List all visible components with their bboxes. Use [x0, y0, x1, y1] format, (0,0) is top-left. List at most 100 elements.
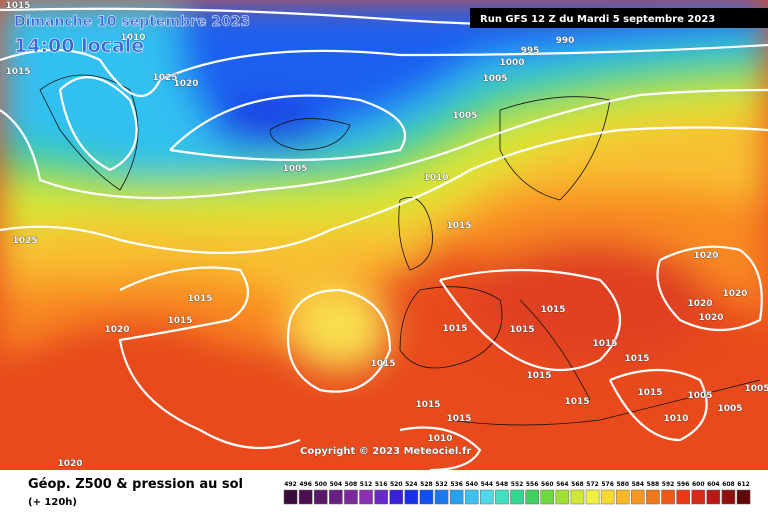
scale-label: 496 — [299, 481, 312, 488]
map-time: 14:00 locale — [14, 35, 144, 57]
isobar-label: 1005 — [452, 111, 477, 121]
scale-label: 548 — [496, 481, 509, 488]
scale-swatch — [676, 489, 690, 505]
copyright: Copyright © 2023 Meteociel.fr — [300, 446, 471, 457]
scale-swatch — [298, 489, 313, 505]
scale-label: 516 — [375, 481, 388, 488]
scale-label: 512 — [360, 481, 373, 488]
scale-label: 576 — [601, 481, 614, 488]
isobar-label: 1005 — [482, 74, 507, 84]
scale-swatch — [540, 489, 555, 505]
scale-label: 504 — [330, 481, 343, 488]
isobar-label: 1010 — [120, 33, 145, 43]
isobar-label: 1020 — [693, 251, 718, 261]
scale-label: 568 — [571, 481, 584, 488]
scale-label: 492 — [284, 481, 297, 488]
isobar-label: 1015 — [637, 388, 662, 398]
scale-label: 500 — [314, 481, 327, 488]
isobar-label: 1005 — [282, 164, 307, 174]
coastlines — [39, 74, 761, 426]
scale-label: 524 — [405, 481, 418, 488]
isobar-label: 1015 — [540, 305, 565, 315]
legend-subtitle: (+ 120h) — [28, 497, 77, 508]
scale-label: 544 — [481, 481, 494, 488]
scale-swatch — [495, 489, 509, 505]
scale-label: 580 — [616, 481, 629, 488]
scale-swatch — [631, 489, 645, 505]
scale-label: 600 — [692, 481, 705, 488]
scale-label: 520 — [390, 481, 403, 488]
isobar-label: 1015 — [442, 324, 467, 334]
scale-swatch — [736, 489, 751, 505]
scale-label: 532 — [435, 481, 448, 488]
scale-swatch — [404, 489, 419, 505]
isobar-label: 1015 — [446, 221, 471, 231]
isobar-labels: 1015101010251020101599599010001005100510… — [5, 1, 768, 470]
isobar-label: 1015 — [564, 397, 589, 407]
scale-swatch — [329, 489, 343, 505]
color-scale: 492 496 500 504 508 512 516 520 524 528 532 536 540 5… — [283, 481, 751, 505]
run-bar — [470, 8, 768, 28]
scale-swatch — [449, 489, 464, 505]
scale-swatch — [434, 489, 449, 505]
scale-swatch — [464, 489, 479, 505]
scale-swatch — [419, 489, 434, 505]
isobar-label: 1005 — [687, 391, 712, 401]
isobar-label: 1015 — [167, 316, 192, 326]
scale-swatch — [600, 489, 615, 505]
run-info: Run GFS 12 Z du Mardi 5 septembre 2023 — [480, 14, 715, 25]
scale-swatch — [374, 489, 388, 505]
isobar-label: 1015 — [370, 359, 395, 369]
isobar-label: 1020 — [698, 313, 723, 323]
isobar-label: 1010 — [427, 434, 452, 444]
scale-label: 592 — [662, 481, 675, 488]
scale-swatch — [555, 489, 570, 505]
scale-label: 572 — [586, 481, 599, 488]
scale-label: 536 — [450, 481, 463, 488]
scale-swatch — [313, 489, 328, 505]
scale-swatch — [283, 489, 298, 505]
scale-label: 584 — [632, 481, 645, 488]
isobar-label: 1015 — [5, 1, 30, 11]
scale-label: 556 — [526, 481, 539, 488]
isobar-label: 995 — [521, 46, 540, 56]
isobar-label: 1020 — [687, 299, 712, 309]
scale-swatch — [510, 489, 524, 505]
isobar-label: 1015 — [624, 354, 649, 364]
scale-swatch — [389, 489, 404, 505]
scale-swatch — [706, 489, 721, 505]
isobar-label: 1015 — [446, 414, 471, 424]
scale-swatch — [585, 489, 600, 505]
scale-swatch — [525, 489, 539, 505]
isobar-label: 1000 — [499, 58, 524, 68]
isobar-label: 1010 — [423, 173, 448, 183]
scale-label: 612 — [737, 481, 750, 488]
isobar-label: 1015 — [187, 294, 212, 304]
isobar-label: 1020 — [173, 79, 198, 89]
isobar-label: 1010 — [663, 414, 688, 424]
scale-label: 564 — [556, 481, 569, 488]
isobar-label: 1025 — [152, 73, 177, 83]
isobar-label: 1015 — [526, 371, 551, 381]
scale-swatch — [615, 489, 630, 505]
map-field — [0, 0, 768, 470]
scale-label: 528 — [420, 481, 433, 488]
scale-label: 604 — [707, 481, 720, 488]
scale-label: 560 — [541, 481, 554, 488]
isobar-label: 1020 — [57, 459, 82, 469]
scale-label: 508 — [345, 481, 358, 488]
scale-swatch — [570, 489, 585, 505]
isobar-label: 1015 — [592, 339, 617, 349]
scale-swatch — [661, 489, 675, 505]
isobar-label: 1015 — [5, 67, 30, 77]
isobar-label: 1015 — [415, 400, 440, 410]
scale-swatch — [721, 489, 736, 505]
scale-swatch — [646, 489, 660, 505]
isobar-label: 1020 — [104, 325, 129, 335]
isobar-label: 1020 — [722, 289, 747, 299]
isobar-label: 1025 — [12, 236, 37, 246]
scale-label: 552 — [511, 481, 524, 488]
scale-label: 540 — [465, 481, 478, 488]
